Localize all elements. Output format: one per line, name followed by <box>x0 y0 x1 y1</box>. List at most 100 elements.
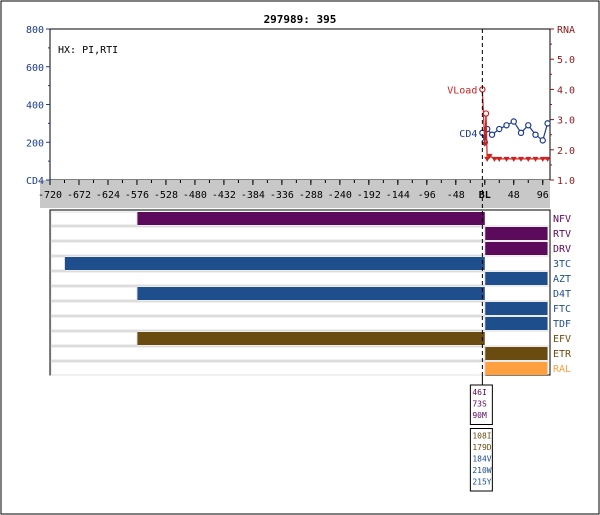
mutation-label: 108I <box>472 432 491 441</box>
drug-label-etr: ETR <box>553 349 572 360</box>
x-tick-label: 96 <box>537 190 549 201</box>
vload-point <box>491 156 498 162</box>
left-tick-label: 400 <box>26 101 44 112</box>
mutation-label: 46I <box>472 388 487 397</box>
x-tick-label: -144 <box>386 190 410 201</box>
x-tick-label: BL <box>479 190 491 201</box>
left-tick-label: CD4 <box>26 176 44 187</box>
drug-bar-etr <box>484 347 548 360</box>
drug-row-empty <box>50 241 486 256</box>
x-tick-label: -240 <box>328 190 352 201</box>
right-tick-label: 2.0 <box>557 146 575 157</box>
vload-point <box>532 156 539 162</box>
drug-label-rtv: RTV <box>553 229 571 240</box>
drug-bar-ral <box>484 362 548 375</box>
vload-point <box>481 141 488 147</box>
drug-bar-efv <box>136 332 485 345</box>
x-tick-label: -480 <box>183 190 207 201</box>
x-tick-label: -672 <box>67 190 91 201</box>
drug-label-tdf: TDF <box>553 319 571 330</box>
cd4-point <box>532 131 539 138</box>
x-tick-label: -336 <box>270 190 294 201</box>
vload-point <box>518 156 525 162</box>
series-layer: CD4 VLoad <box>447 85 551 162</box>
x-tick-label: -576 <box>125 190 149 201</box>
drug-row-empty <box>50 331 138 346</box>
right-tick-label: RNA <box>557 25 575 36</box>
series-label-cd4: CD4 <box>459 129 477 140</box>
drug-label-3tc: 3TC <box>553 259 571 270</box>
right-tick-label: 1.0 <box>557 176 575 187</box>
cd4-point <box>488 131 496 138</box>
drug-bar-rtv <box>484 227 548 240</box>
vload-point <box>510 156 517 162</box>
vload-point <box>482 110 490 117</box>
x-tick-label: -720 <box>38 190 62 201</box>
vload-point <box>539 156 546 162</box>
vload-point <box>484 156 491 162</box>
vload-point <box>496 156 503 162</box>
cd4-point <box>503 122 510 129</box>
right-axis: 1.0 2.0 3.0 4.0 5.0 RNA <box>550 25 575 187</box>
x-axis-band <box>40 180 550 208</box>
drug-bar-tdf <box>484 317 548 330</box>
left-tick-label: 600 <box>26 63 44 74</box>
x-tick-label: -192 <box>357 190 381 201</box>
drug-row-empty <box>50 211 138 226</box>
series-label-vload: VLoad <box>447 85 477 96</box>
x-tick-label: -432 <box>212 190 236 201</box>
vload-point <box>544 156 551 162</box>
left-tick-label: 200 <box>26 138 44 149</box>
drug-bar-3tc <box>64 257 485 270</box>
mutation-label: 179D <box>472 443 491 452</box>
chart-title: 297989: 395 <box>264 13 337 26</box>
drug-bar-nfv <box>136 212 485 225</box>
drug-label-drv: DRV <box>553 244 571 255</box>
drug-bar-ftc <box>484 302 548 315</box>
right-tick-label: 4.0 <box>557 85 575 96</box>
cd4-point <box>496 125 503 133</box>
plot-area <box>49 28 551 181</box>
x-tick-label: -96 <box>418 190 436 201</box>
x-tick-label: -384 <box>241 190 265 201</box>
left-tick-label: 800 <box>26 25 44 36</box>
drug-label-ral: RAL <box>553 364 571 375</box>
cd4-point <box>517 129 525 137</box>
drug-label-efv: EFV <box>553 334 571 345</box>
drug-label-ftc: FTC <box>553 304 571 315</box>
x-tick-label: -528 <box>154 190 178 201</box>
vload-point <box>486 153 493 159</box>
drug-row-empty <box>50 361 486 376</box>
mutation-label: 210W <box>472 466 491 475</box>
drug-row-empty <box>50 346 486 361</box>
drug-row-empty <box>50 226 486 241</box>
mutation-label: 73S <box>472 400 487 409</box>
drug-label-azt: AZT <box>553 274 571 285</box>
cd4-point <box>539 137 546 144</box>
vload-point <box>525 156 532 162</box>
drug-row-empty <box>50 271 486 286</box>
mutation-boxes: 46I 73S 90M 108I 179D 184V 210W 215Y <box>469 384 493 492</box>
mutation-label: 215Y <box>472 478 491 487</box>
drug-rows: NFV RTV DRV 3TC AZT D4T FTC TDF EFV ETR RAL <box>50 211 572 376</box>
drug-label-nfv: NFV <box>553 214 571 225</box>
x-tick-label: -624 <box>96 190 120 201</box>
history-annotation: HX: PI,RTI <box>58 45 118 56</box>
mutation-box <box>469 428 493 492</box>
mutation-label: 184V <box>472 455 491 464</box>
x-tick-label: -288 <box>299 190 323 201</box>
right-tick-label: 5.0 <box>557 55 575 66</box>
cd4-point <box>544 120 551 127</box>
mutation-box <box>469 384 493 425</box>
drug-bar-azt <box>484 272 548 285</box>
cd4-point <box>510 118 517 125</box>
drug-label-d4t: D4T <box>553 289 571 300</box>
vload-point <box>503 156 510 162</box>
drug-row-empty <box>50 256 65 271</box>
drug-row-empty <box>50 286 138 301</box>
cd4-point <box>525 122 532 129</box>
left-axis: CD4 200 400 600 800 <box>26 25 50 187</box>
drug-bar-d4t <box>136 287 485 300</box>
